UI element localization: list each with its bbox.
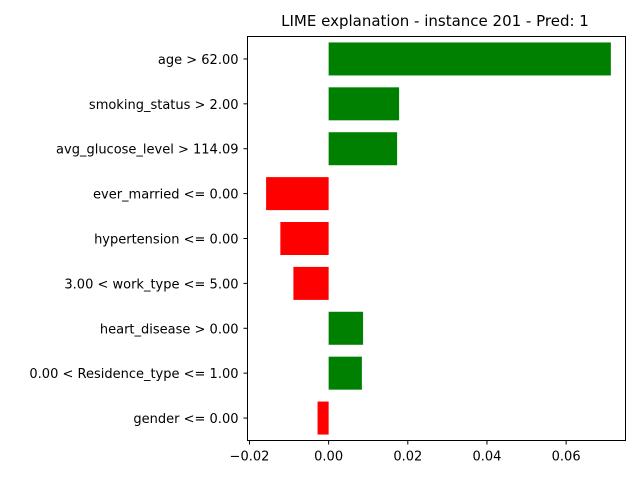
- bar-0-00-residence-type-1-00: [328, 356, 362, 390]
- x-tick-label: −0.02: [230, 450, 270, 465]
- y-tick-label: gender <= 0.00: [133, 412, 238, 427]
- bar-heart-disease-0-00: [328, 311, 364, 345]
- bar-ever-married-0-00: [266, 177, 329, 211]
- bar-avg-glucose-level-114-09: [328, 132, 398, 166]
- y-axis-ticks: age > 62.00 smoking_status > 2.00 avg_gluc…: [29, 53, 248, 427]
- y-tick-label: heart_disease > 0.00: [100, 322, 239, 337]
- x-tick-label: 0.04: [472, 450, 501, 465]
- y-tick-label: 3.00 < work_type <= 5.00: [64, 277, 238, 292]
- y-tick-label: age > 62.00: [158, 53, 239, 68]
- bar-gender-0-00: [317, 401, 329, 435]
- x-tick-label: 0.00: [314, 450, 343, 465]
- y-tick-label: avg_glucose_level > 114.09: [56, 143, 238, 158]
- y-tick-label: hypertension <= 0.00: [94, 233, 238, 248]
- x-tick-label: 0.06: [552, 450, 581, 465]
- y-tick-label: 0.00 < Residence_type <= 1.00: [29, 367, 238, 382]
- chart-title: LIME explanation - instance 201 - Pred: …: [281, 12, 589, 30]
- y-tick-label: smoking_status > 2.00: [89, 98, 239, 113]
- bar-smoking-status-2-00: [328, 87, 400, 121]
- y-tick-label: ever_married <= 0.00: [93, 188, 238, 203]
- x-axis-ticks: −0.02 0.00 0.02 0.04 0.06: [230, 440, 581, 465]
- plot-frame: [247, 36, 626, 441]
- bar-age-62-00: [328, 42, 611, 76]
- bar-hypertension-0-00: [280, 222, 329, 255]
- bar-3-00-work-type-5-00: [293, 266, 329, 300]
- x-tick-label: 0.02: [393, 450, 422, 465]
- bars-group: [266, 42, 611, 435]
